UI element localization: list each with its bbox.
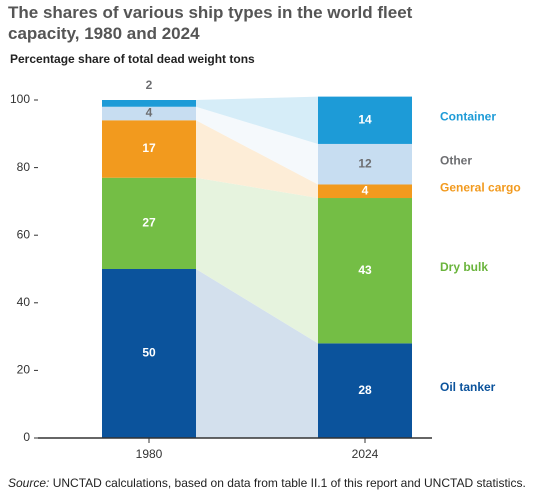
y-tick-label: 0 (23, 430, 30, 444)
data-label: 28 (358, 383, 372, 397)
data-label: 50 (142, 346, 156, 360)
source-label: Source: (8, 476, 50, 490)
bar-segment (318, 343, 412, 438)
chart-subtitle: Percentage share of total dead weight to… (10, 52, 255, 66)
data-label: 4 (146, 106, 153, 120)
legend-label: Oil tanker (440, 380, 496, 394)
bar-segment (102, 120, 196, 178)
data-label: 12 (358, 156, 372, 170)
legend-label: Other (440, 153, 472, 167)
y-tick-label: 20 (17, 363, 31, 377)
connector-band (196, 269, 318, 438)
bar-segment (102, 106, 196, 121)
connector-band (196, 106, 318, 185)
y-tick-label: 80 (17, 160, 31, 174)
bar-segment (318, 198, 412, 344)
legend-label: Container (440, 109, 496, 123)
legend-label: Dry bulk (440, 260, 488, 274)
data-label: 17 (142, 141, 156, 155)
data-label: 14 (358, 112, 372, 126)
bar-segment (318, 96, 412, 144)
connector-band (196, 96, 318, 144)
source-note: Source: UNCTAD calculations, based on da… (8, 476, 526, 490)
bar-segment (102, 269, 196, 438)
data-label: 4 (362, 183, 369, 197)
bar-segment (318, 143, 412, 185)
x-tick-label: 2024 (352, 447, 379, 461)
y-tick-label: 40 (17, 295, 31, 309)
data-label: 2 (146, 78, 153, 92)
data-label: 43 (358, 263, 372, 277)
legend-label: General cargo (440, 180, 521, 194)
connector-band (196, 120, 318, 199)
data-label: 27 (142, 216, 156, 230)
y-tick-label: 60 (17, 227, 31, 241)
bar-segment (102, 177, 196, 269)
y-tick-label: 100 (10, 92, 30, 106)
bar-segment (102, 100, 196, 107)
bar-segment (318, 184, 412, 199)
connector-band (196, 177, 318, 344)
x-tick-label: 1980 (136, 447, 163, 461)
chart-title: The shares of various ship types in the … (8, 3, 413, 43)
source-text: UNCTAD calculations, based on data from … (52, 476, 526, 490)
